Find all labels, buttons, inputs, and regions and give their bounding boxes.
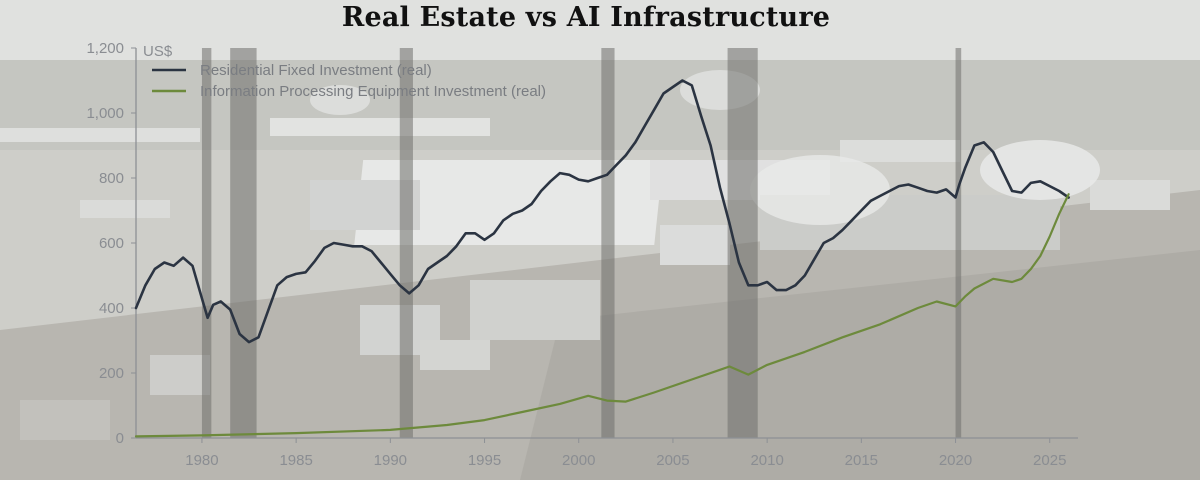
y-tick-label: 1,200: [86, 40, 124, 57]
x-tick-label: 1990: [374, 452, 407, 469]
x-tick-label: 2015: [845, 452, 878, 469]
series-line-residential: [134, 79, 1070, 344]
legend-label: Residential Fixed Investment (real): [200, 62, 432, 79]
y-tick-label: 200: [99, 365, 124, 382]
y-tick-label: 0: [116, 430, 124, 447]
x-tick-label: 1980: [185, 452, 218, 469]
y-tick-label: 400: [99, 300, 124, 317]
recession-band-3: [601, 48, 615, 438]
y-tick-label: 800: [99, 170, 124, 187]
series-line-info-processing: [134, 193, 1070, 438]
x-tick-label: 2010: [750, 452, 783, 469]
recession-band-4: [727, 48, 758, 438]
recession-band-2: [399, 48, 413, 438]
legend-label: Information Processing Equipment Investm…: [200, 83, 546, 100]
y-axis-unit-label: US$: [143, 43, 173, 60]
recession-band-0: [201, 48, 212, 438]
x-tick-label: 2025: [1033, 452, 1066, 469]
y-tick-label: 1,000: [86, 105, 124, 122]
chart-title: Real Estate vs AI Infrastructure: [341, 2, 831, 33]
recession-band-1: [230, 48, 257, 438]
x-tick-label: 2000: [562, 452, 595, 469]
y-tick-label: 600: [99, 235, 124, 252]
recession-band-5: [955, 48, 962, 438]
x-tick-label: 1995: [468, 452, 501, 469]
x-tick-label: 2005: [656, 452, 689, 469]
x-tick-label: 2020: [939, 452, 972, 469]
x-tick-label: 1985: [279, 452, 312, 469]
